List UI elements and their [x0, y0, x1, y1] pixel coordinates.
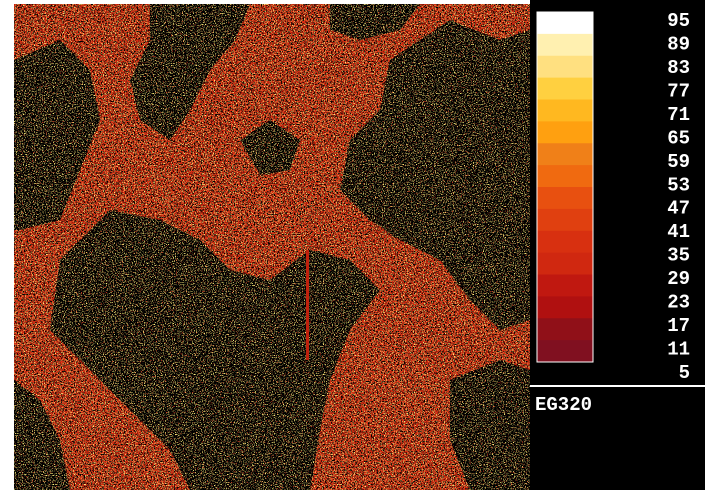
element-map — [14, 4, 530, 490]
color-band — [537, 143, 593, 166]
tick-label: 5 — [679, 362, 690, 384]
color-bar — [537, 12, 593, 363]
color-band — [537, 296, 593, 319]
color-band — [537, 340, 593, 363]
tick-label: 23 — [667, 292, 690, 314]
tick-label: 59 — [667, 151, 690, 173]
tick-label: 77 — [667, 80, 690, 102]
tick-label: 83 — [667, 57, 690, 79]
streak — [306, 250, 309, 360]
color-band — [537, 121, 593, 144]
color-band — [537, 230, 593, 254]
tick-label: 29 — [667, 268, 690, 290]
color-band — [537, 55, 593, 79]
tick-label: 35 — [667, 245, 690, 267]
color-band — [537, 33, 593, 57]
tick-label: 47 — [667, 198, 690, 220]
yellow-speckle — [14, 4, 530, 490]
color-band — [537, 12, 593, 35]
color-band — [537, 318, 593, 341]
tick-label: 65 — [667, 127, 690, 149]
tick-label: 89 — [667, 33, 690, 55]
color-band — [537, 187, 593, 210]
color-band — [537, 165, 593, 188]
divider — [530, 385, 705, 387]
map-label: EG320 — [535, 394, 592, 416]
color-band — [537, 99, 593, 122]
tick-label: 95 — [667, 10, 690, 32]
tick-label: 71 — [667, 104, 690, 126]
color-band — [537, 208, 593, 232]
tick-label: 53 — [667, 174, 690, 196]
tick-label: 11 — [667, 339, 690, 361]
tick-label: 17 — [667, 315, 690, 337]
color-band — [537, 77, 593, 100]
tick-label: 41 — [667, 221, 690, 243]
color-bar-frame — [536, 11, 594, 363]
color-band — [537, 274, 593, 297]
color-band — [537, 252, 593, 275]
